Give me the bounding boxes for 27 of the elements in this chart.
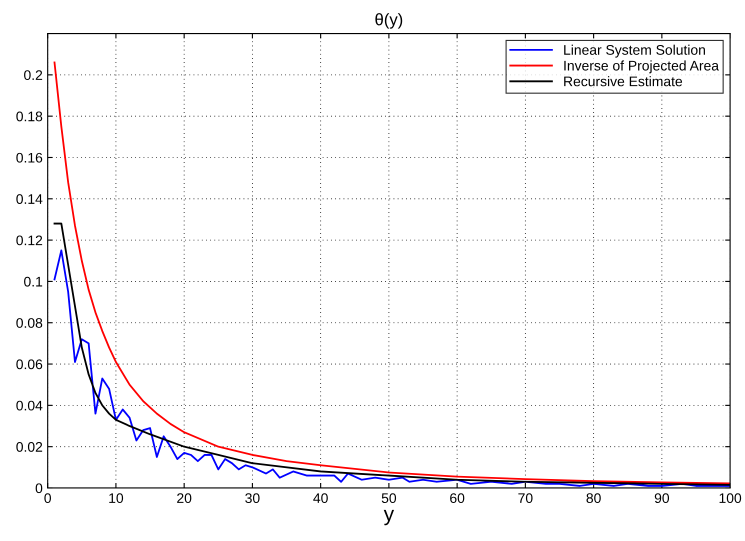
y-tick-label: 0.08	[16, 318, 42, 328]
x-tick-label: 10	[109, 493, 124, 504]
y-tick-label: 0.04	[16, 400, 42, 411]
y-tick-label: 0.14	[16, 194, 42, 204]
legend-label: Inverse of Projected Area	[564, 60, 719, 74]
x-axis-title: y	[384, 510, 394, 526]
y-tick-label: 0.16	[16, 152, 42, 163]
y-tick-label: 0.02	[16, 442, 42, 452]
legend-label: Linear System Solution	[564, 44, 705, 58]
x-tick-label: 60	[450, 493, 464, 504]
x-tick-label: 80	[586, 493, 601, 504]
y-tick-label: 0.2	[24, 70, 42, 80]
x-tick-label: 20	[177, 493, 192, 504]
x-tick-label: 90	[654, 493, 670, 504]
legend-label: Recursive Estimate	[564, 76, 682, 86]
x-tick-label: 50	[382, 493, 396, 504]
x-tick-label: 40	[313, 493, 328, 504]
y-tick-label: 0.18	[16, 112, 42, 122]
y-tick-label: 0	[36, 483, 42, 494]
x-tick-label: 70	[518, 493, 533, 504]
x-tick-label: 0	[44, 493, 51, 504]
y-tick-label: 0.1	[24, 276, 42, 287]
y-tick-label: 0.06	[16, 359, 42, 370]
x-tick-label: 100	[720, 493, 742, 504]
y-tick-label: 0.12	[16, 235, 42, 246]
chart-title: θ(y)	[375, 13, 402, 29]
x-tick-label: 30	[245, 493, 260, 504]
